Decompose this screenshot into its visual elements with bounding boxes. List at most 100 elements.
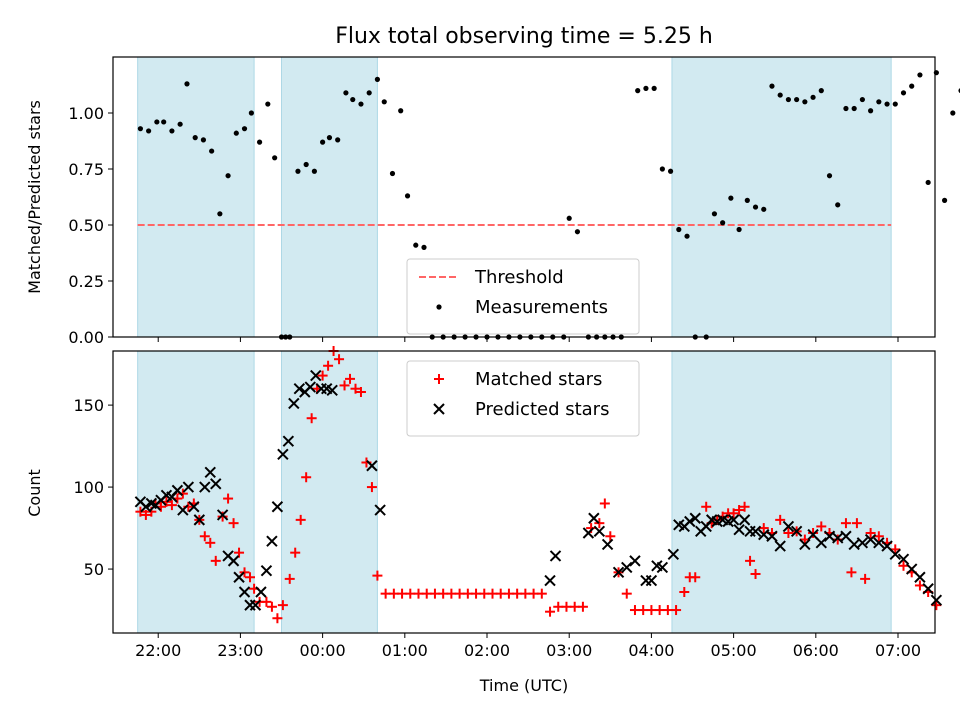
measurement-point [248, 110, 254, 116]
predicted-star-point [326, 384, 338, 397]
predicted-star-point [544, 574, 556, 587]
predicted-star-point [856, 537, 869, 549]
x-b [766, 530, 778, 542]
measurement-point [326, 135, 333, 141]
matched-star-point [545, 606, 556, 617]
x-b [738, 514, 751, 526]
legend-box [406, 360, 640, 437]
predicted-star-point [629, 555, 641, 567]
predicted-star-point [310, 369, 322, 382]
legend-x-b [433, 403, 445, 415]
predicted-star-point [293, 383, 306, 395]
measurement-point [303, 161, 309, 168]
matched-star-point [210, 555, 221, 566]
x-b [897, 553, 910, 565]
measurement-point [272, 155, 278, 161]
x-b [177, 504, 189, 516]
matched-star-point [135, 506, 146, 517]
x-b [684, 515, 696, 528]
measurement-point [667, 168, 674, 174]
bottom-legend: Matched stars Predicted stars [406, 360, 640, 437]
predicted-star-point [689, 512, 701, 524]
measurement-point [711, 211, 718, 217]
measurement-point [818, 88, 824, 94]
predicted-star-point [727, 514, 740, 526]
predicted-star-point [766, 530, 778, 542]
predicted-star-point [914, 571, 926, 583]
x-b [210, 478, 222, 490]
predicted-star-point [549, 550, 562, 562]
x-b [881, 540, 893, 552]
predicted-star-point [374, 504, 386, 516]
measurement-point [728, 195, 734, 201]
x-b [282, 435, 295, 447]
matched-star-point [594, 518, 605, 529]
x-b [249, 599, 262, 611]
matched-star-point [671, 605, 682, 616]
shaded-interval [671, 56, 892, 338]
measurement-point [909, 83, 915, 89]
matched-star-point [323, 360, 334, 371]
predicted-star-point [897, 553, 910, 565]
x-b [790, 525, 803, 538]
matched-star-point [701, 501, 712, 512]
matched-star-point [199, 531, 210, 542]
matched-star-point [290, 547, 301, 558]
x-b [182, 481, 195, 493]
matched-star-point [372, 570, 383, 581]
predicted-star-point [227, 555, 240, 567]
matched-star-point [690, 572, 701, 583]
x-b [288, 397, 300, 410]
measurement-point [200, 137, 207, 143]
matched-star-point [166, 500, 177, 511]
measurement-point [643, 85, 649, 91]
matched-star-point [317, 370, 328, 381]
x-b [873, 537, 885, 549]
measurement-point [802, 99, 808, 105]
legend-label: Predicted stars [475, 399, 609, 420]
x-b [922, 583, 934, 595]
matched-star-point [205, 537, 216, 548]
measurement-point [659, 166, 665, 172]
top-legend: Threshold Measurements [406, 258, 640, 335]
x-b [140, 501, 152, 513]
matched-star-point [860, 573, 871, 584]
predicted-star-point [667, 548, 680, 561]
predicted-star-point [188, 501, 200, 513]
measurement-point [684, 233, 690, 239]
matched-star-point [816, 521, 827, 532]
x-b [222, 550, 234, 562]
predicted-star-point [782, 520, 795, 533]
predicted-star-point [873, 537, 885, 549]
measurement-point [335, 137, 341, 143]
measurement-point [876, 99, 882, 105]
x-b [160, 489, 173, 501]
matched-star-point [775, 514, 786, 525]
matched-star-point [366, 482, 377, 493]
x-b [266, 535, 278, 547]
measurement-point [241, 126, 248, 132]
matched-star-point [851, 518, 862, 529]
chart-title: Flux total observing time = 5.25 h [335, 24, 713, 49]
measurement-point [358, 101, 364, 107]
matched-star-point [808, 527, 819, 538]
predicted-star-point [889, 548, 901, 561]
x-b [549, 550, 562, 562]
predicted-star-point [601, 538, 614, 551]
x-b [815, 537, 827, 549]
matched-star-point [605, 531, 616, 542]
matched-star-point [739, 501, 750, 512]
predicted-star-point [140, 501, 152, 513]
measurement-point [320, 139, 326, 145]
x-b [864, 533, 877, 546]
x-b [689, 512, 701, 524]
matched-star-point [734, 505, 745, 516]
predicted-star-point [177, 504, 189, 516]
x-axis-label: Time (UTC) [479, 676, 568, 695]
x-b [705, 514, 718, 526]
matched-star-point [301, 472, 312, 483]
bottom-y-axis-label: Count [25, 469, 44, 517]
x-b [134, 496, 147, 508]
